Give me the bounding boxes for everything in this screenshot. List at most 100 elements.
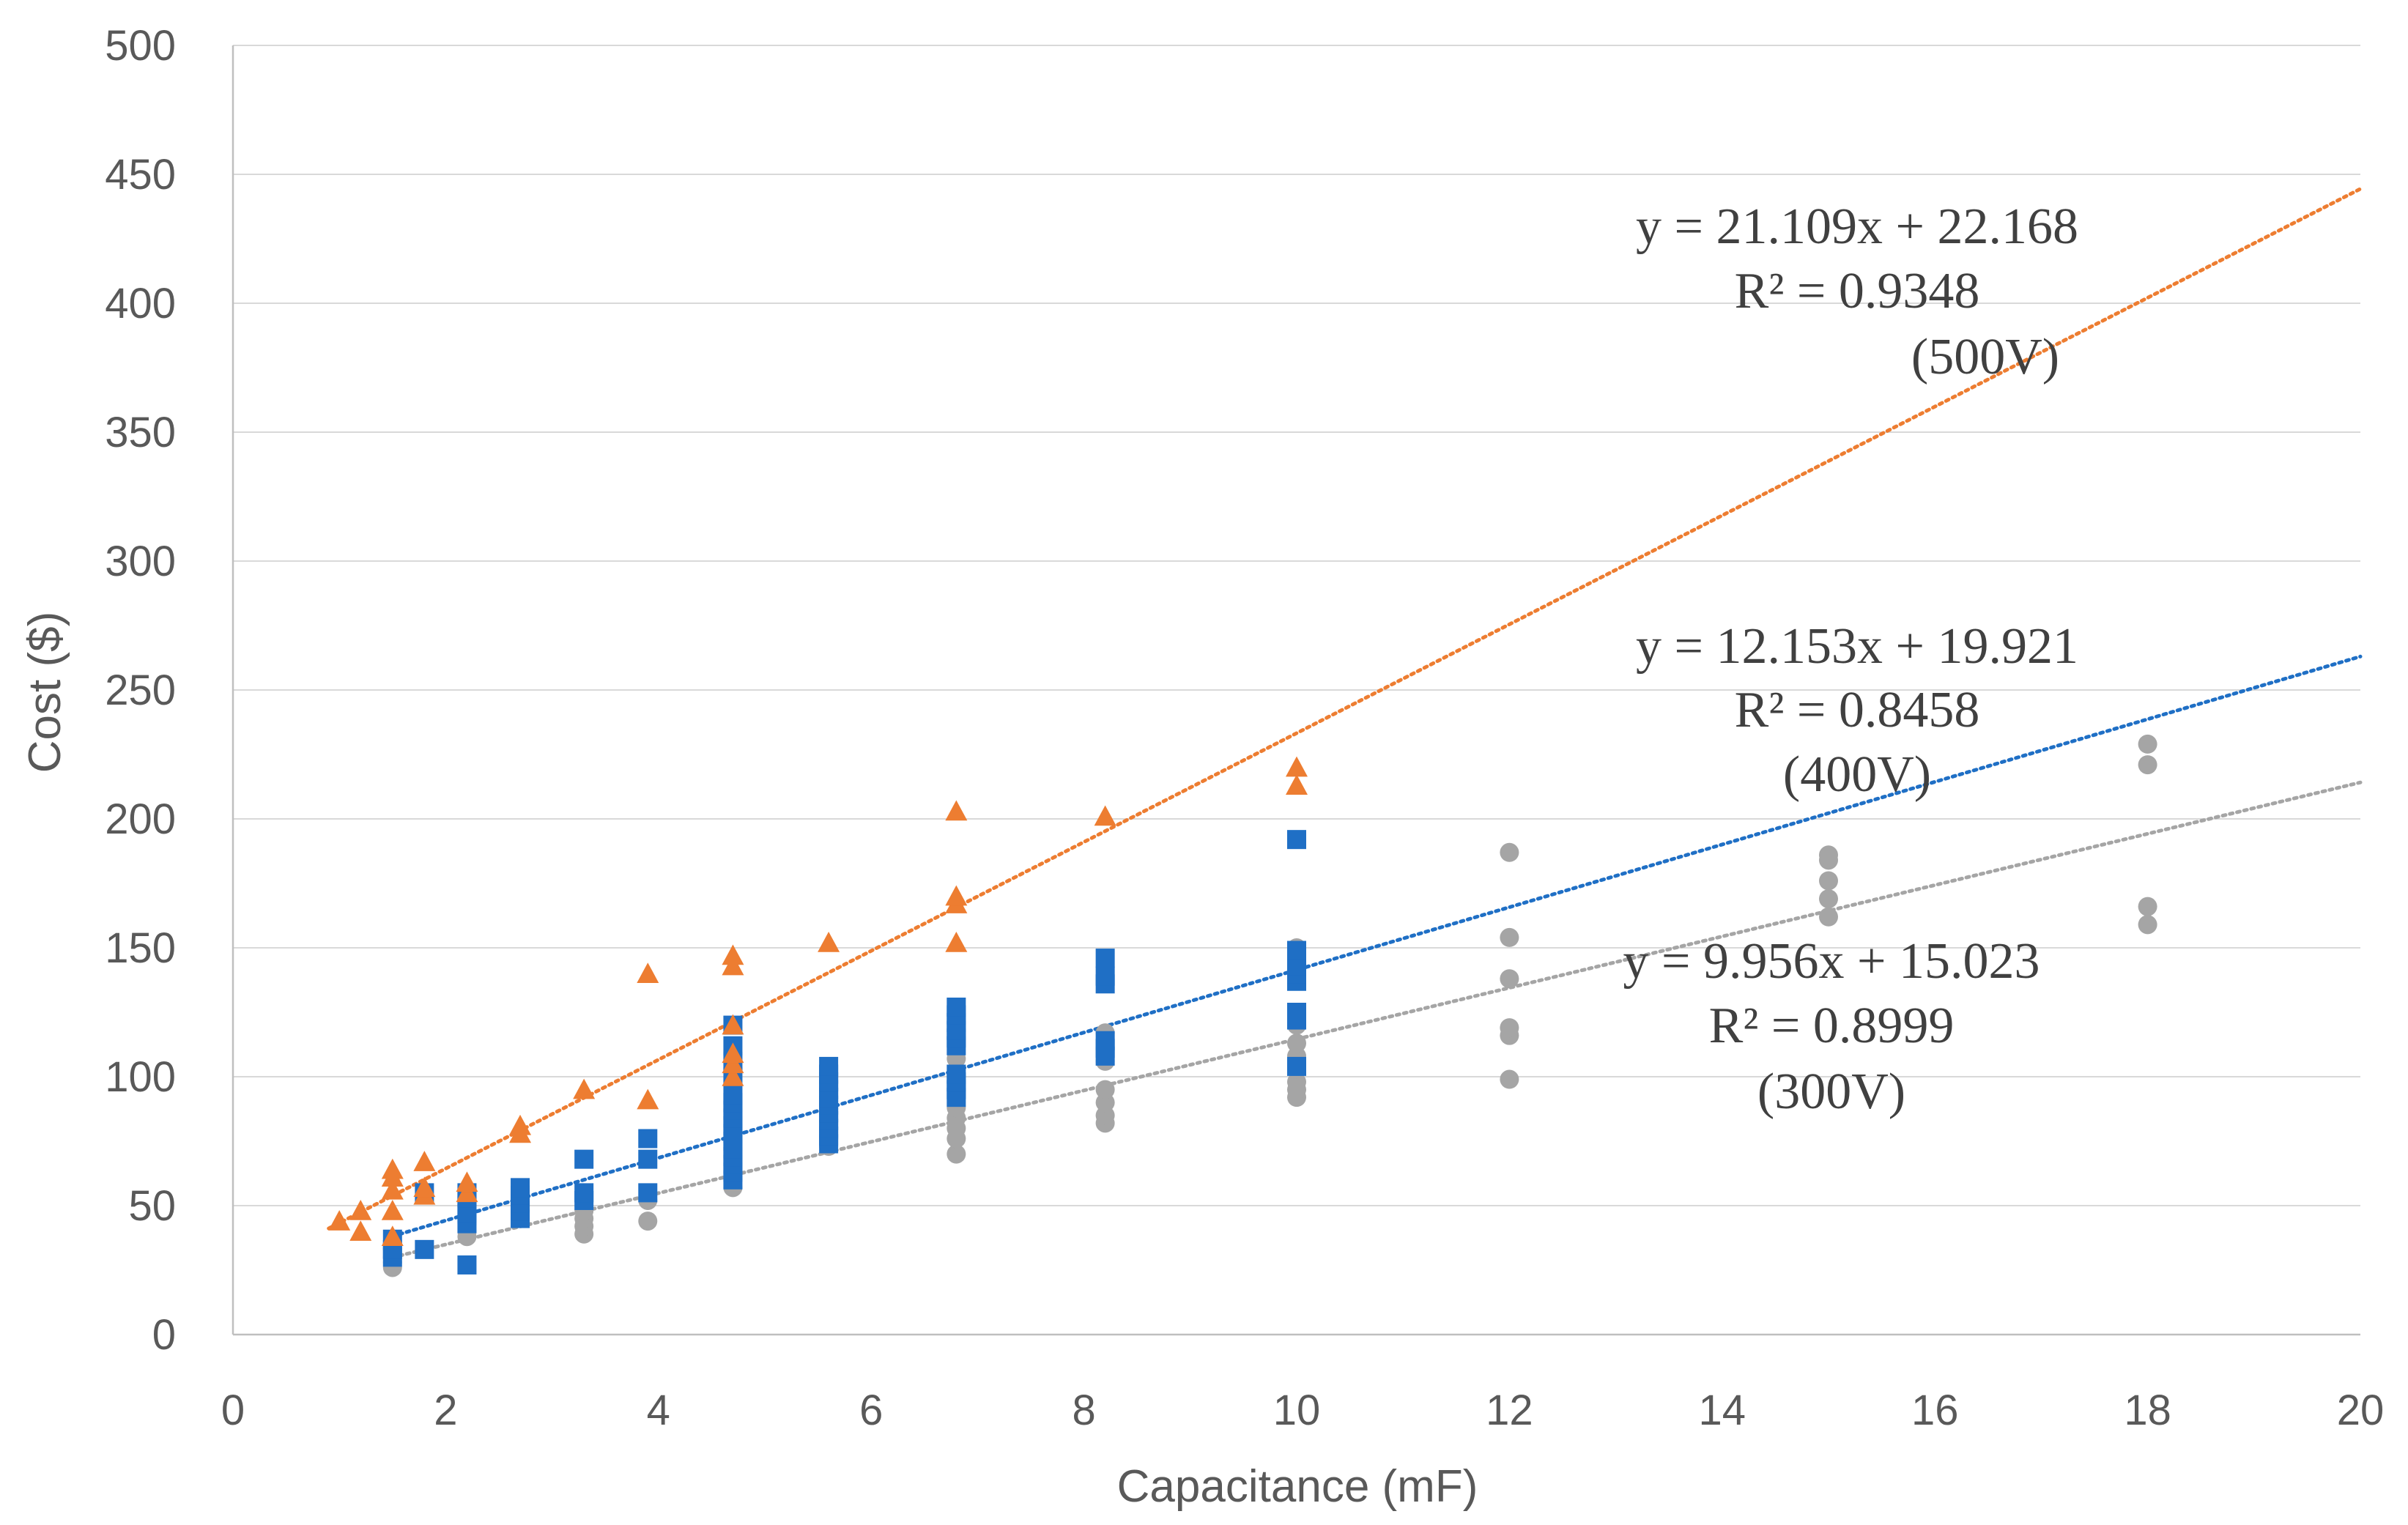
data-point-400v xyxy=(638,1183,658,1203)
x-tick-label: 10 xyxy=(1273,1387,1321,1434)
data-point-400v xyxy=(574,1149,594,1169)
data-point-500v xyxy=(722,1042,744,1064)
data-point-400v xyxy=(1095,1031,1115,1050)
y-tick-label: 450 xyxy=(105,151,176,198)
data-point-300v xyxy=(1500,969,1519,989)
data-point-400v xyxy=(638,1129,658,1149)
data-point-500v xyxy=(349,1220,372,1241)
data-point-500v xyxy=(381,1200,404,1220)
data-point-400v xyxy=(1287,1056,1306,1076)
y-tick-label: 400 xyxy=(105,280,176,327)
data-point-300v xyxy=(1095,1080,1115,1099)
equation-300v: y = 9.956x + 15.023 xyxy=(1623,933,2040,990)
data-point-300v xyxy=(1500,842,1519,862)
data-point-400v xyxy=(415,1239,434,1259)
x-axis-title: Capacitance (mF) xyxy=(1117,1461,1478,1512)
trendline-500v xyxy=(327,187,2363,1231)
data-point-400v xyxy=(1095,966,1115,986)
y-tick-label: 50 xyxy=(128,1182,176,1230)
data-point-400v xyxy=(1095,949,1115,968)
data-point-400v xyxy=(946,997,966,1017)
data-point-500v xyxy=(722,954,744,976)
data-point-300v xyxy=(1500,1018,1519,1038)
data-point-300v xyxy=(1500,1069,1519,1089)
data-point-500v xyxy=(945,885,968,906)
data-point-400v xyxy=(946,1064,966,1084)
data-point-300v xyxy=(638,1212,658,1231)
data-point-500v xyxy=(722,1014,744,1035)
equation-400v: y = 12.153x + 19.921 xyxy=(1636,618,2078,675)
x-tick-label: 0 xyxy=(221,1387,245,1434)
data-point-500v xyxy=(1286,774,1308,795)
data-point-300v xyxy=(2138,734,2157,754)
data-point-400v xyxy=(1287,830,1306,850)
tick-labels: 0 50 100 150 200 250 300 350 400 450 500 0 2 4 6 8 10 12 1… xyxy=(105,22,2384,1434)
data-point-400v xyxy=(511,1178,530,1198)
data-point-500v xyxy=(456,1171,478,1192)
data-point-300v xyxy=(2138,915,2157,935)
data-points xyxy=(328,734,2157,1277)
data-point-300v xyxy=(1287,1034,1306,1053)
data-point-300v xyxy=(1819,889,1838,909)
data-point-300v xyxy=(946,1144,966,1164)
data-point-400v xyxy=(457,1255,477,1274)
data-point-500v xyxy=(573,1078,596,1099)
annotation-300v: y = 9.956x + 15.023 R² = 0.8999 (300V) xyxy=(1623,933,2040,1120)
y-tick-label: 200 xyxy=(105,795,176,843)
data-point-400v xyxy=(819,1056,839,1076)
r-squared-400v: R² = 0.8458 xyxy=(1735,682,1980,738)
data-point-500v xyxy=(413,1151,436,1171)
x-tick-label: 12 xyxy=(1486,1387,1533,1434)
data-point-500v xyxy=(722,1066,744,1086)
annotation-400v: y = 12.153x + 19.921 R² = 0.8458 (400V) xyxy=(1636,618,2078,803)
data-point-500v xyxy=(945,800,968,821)
equation-500v: y = 21.109x + 22.168 xyxy=(1636,198,2078,255)
data-point-500v xyxy=(328,1210,351,1231)
trendline-400v xyxy=(390,654,2363,1239)
y-tick-label: 300 xyxy=(105,538,176,585)
data-point-500v xyxy=(1286,756,1308,777)
data-point-300v xyxy=(1819,871,1838,891)
series-500v xyxy=(328,756,1308,1246)
voltage-label-300v: (300V) xyxy=(1757,1064,1905,1120)
data-point-500v xyxy=(945,931,968,952)
y-tick-label: 250 xyxy=(105,667,176,714)
x-tick-label: 6 xyxy=(859,1387,883,1434)
y-axis-title: Cost ($) xyxy=(20,612,70,773)
data-point-300v xyxy=(1819,845,1838,865)
data-point-500v xyxy=(818,931,840,952)
data-point-400v xyxy=(638,1149,658,1169)
y-tick-label: 350 xyxy=(105,409,176,456)
data-point-300v xyxy=(1500,927,1519,947)
data-point-300v xyxy=(2138,755,2157,775)
axes xyxy=(231,45,2360,1336)
r-squared-500v: R² = 0.9348 xyxy=(1735,263,1980,319)
data-point-400v xyxy=(1287,1003,1306,1022)
data-point-500v xyxy=(722,1053,744,1074)
data-point-500v xyxy=(381,1225,404,1246)
annotation-500v: y = 21.109x + 22.168 R² = 0.9348 (500V) xyxy=(1636,198,2078,385)
x-tick-label: 20 xyxy=(2337,1387,2385,1434)
data-point-300v xyxy=(2138,897,2157,916)
y-tick-label: 150 xyxy=(105,924,176,972)
data-point-400v xyxy=(723,1085,743,1105)
data-point-400v xyxy=(574,1183,594,1203)
x-tick-label: 18 xyxy=(2124,1387,2171,1434)
voltage-label-500v: (500V) xyxy=(1911,329,2059,385)
y-tick-label: 500 xyxy=(105,22,176,70)
trendlines xyxy=(327,187,2363,1260)
data-point-500v xyxy=(509,1114,532,1135)
x-tick-label: 2 xyxy=(434,1387,457,1434)
x-tick-label: 14 xyxy=(1699,1387,1746,1434)
data-point-500v xyxy=(456,1181,478,1203)
data-point-500v xyxy=(381,1179,404,1200)
data-point-500v xyxy=(637,1088,659,1110)
x-tick-label: 8 xyxy=(1072,1387,1095,1434)
r-squared-300v: R² = 0.8999 xyxy=(1709,998,1955,1054)
data-point-500v xyxy=(381,1158,404,1179)
data-point-400v xyxy=(1287,940,1306,960)
voltage-label-400v: (400V) xyxy=(1783,746,1931,803)
data-point-500v xyxy=(637,962,659,983)
data-point-500v xyxy=(1094,805,1116,826)
